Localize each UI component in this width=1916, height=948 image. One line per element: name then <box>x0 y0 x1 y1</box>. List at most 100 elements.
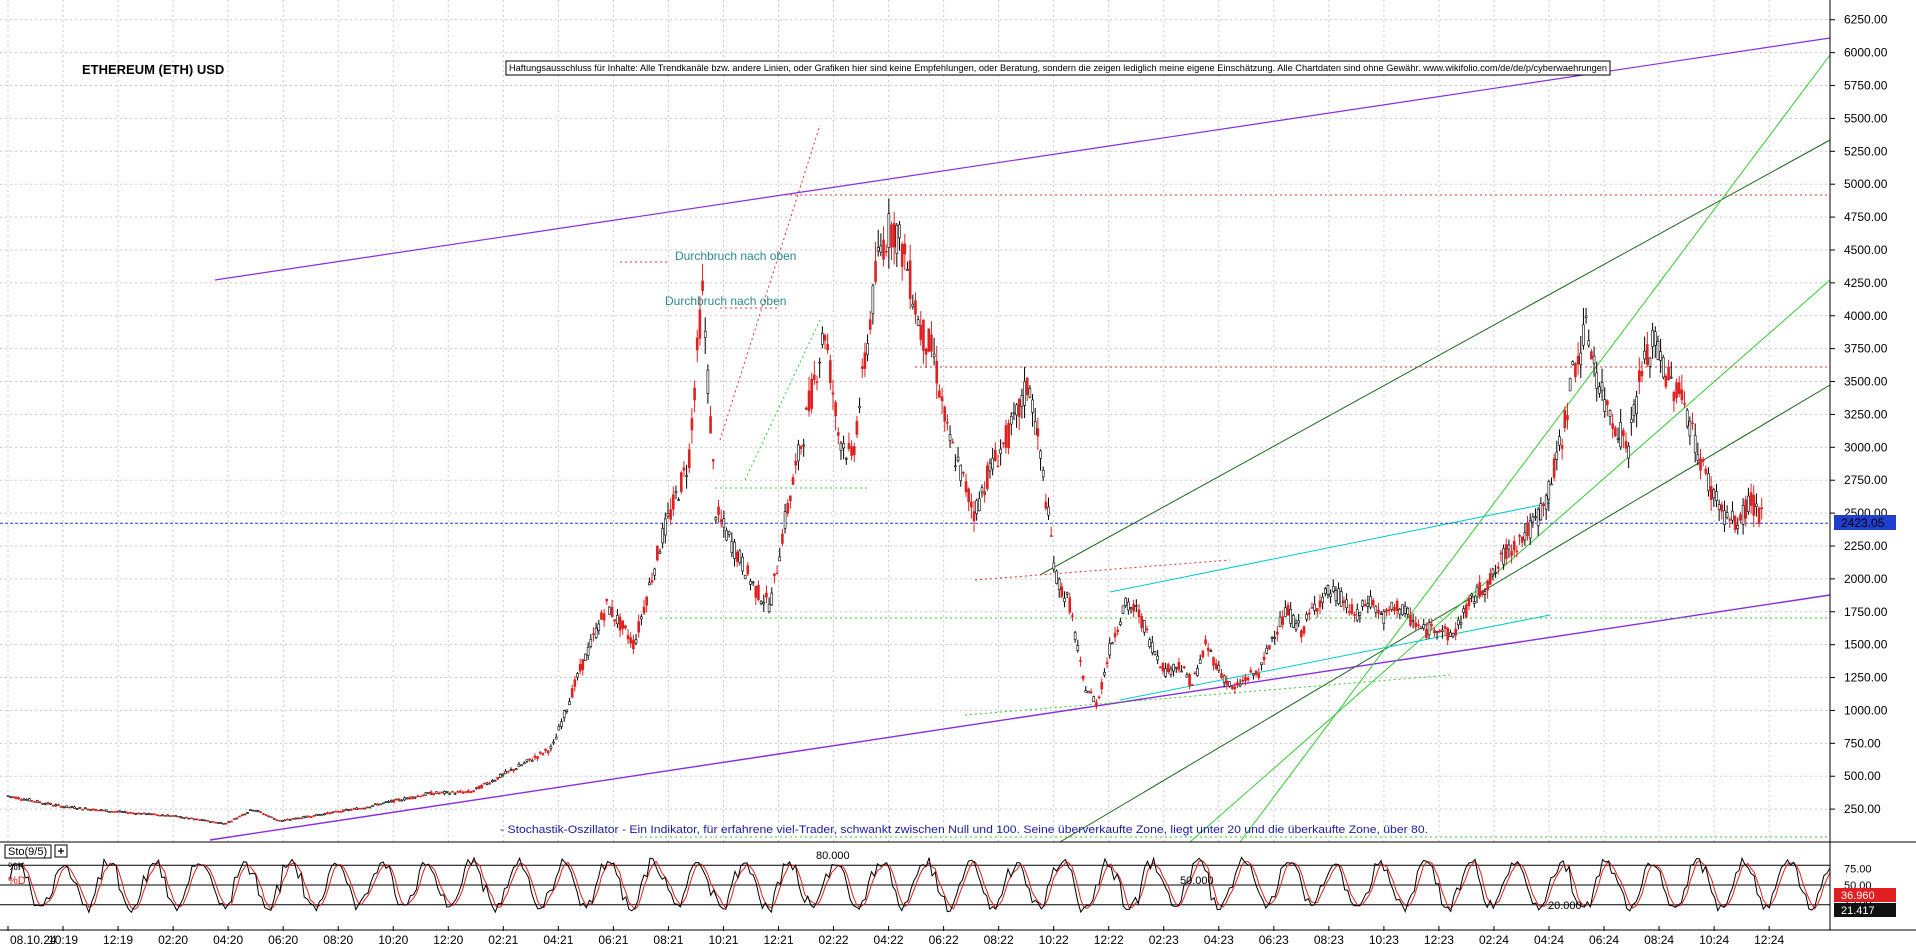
candle-body <box>544 748 547 751</box>
candle-body <box>839 442 843 451</box>
candle-body <box>1715 491 1718 501</box>
last-price-badge <box>1834 515 1896 530</box>
candle-body <box>1401 604 1404 616</box>
candle-body <box>1286 604 1290 616</box>
candle-body <box>1127 601 1130 611</box>
candle-body <box>270 816 273 818</box>
candle-body <box>1560 445 1564 449</box>
candle-body <box>1406 607 1410 615</box>
candle-body <box>1382 610 1386 624</box>
candle-body <box>504 770 507 774</box>
candle-body <box>1622 430 1625 437</box>
stoch-k-line <box>9 856 1831 914</box>
light-green-1 <box>1239 54 1831 843</box>
candle-body <box>33 801 36 803</box>
candle-body <box>743 574 747 580</box>
candle-body <box>1148 639 1151 648</box>
candle-body <box>1749 492 1753 506</box>
candle-body <box>1672 392 1676 402</box>
candle-body <box>1624 440 1628 449</box>
candle-body <box>701 280 704 292</box>
candle-body <box>946 421 949 424</box>
candle-body <box>137 812 140 815</box>
candle-body <box>1345 599 1348 609</box>
candle-body <box>645 596 648 606</box>
candle-body <box>1193 672 1197 675</box>
last-price-label: 2423.05 <box>1841 516 1885 530</box>
candle-body <box>363 807 366 810</box>
candle-body <box>81 808 84 811</box>
candle-body <box>1465 604 1468 618</box>
candle-body <box>192 818 196 821</box>
candle-body <box>1249 670 1253 673</box>
candle-body <box>586 647 590 656</box>
y-tick-label: 3000.00 <box>1844 440 1888 454</box>
candle-body <box>823 335 827 341</box>
candle-body <box>698 309 702 339</box>
candle-body <box>589 638 593 647</box>
candle-body <box>1395 600 1399 611</box>
candle-body <box>554 736 558 740</box>
candle-body <box>1582 324 1585 346</box>
candle-body <box>975 500 978 514</box>
candle-body <box>1241 679 1245 682</box>
candle-body <box>767 603 771 613</box>
candle-body <box>1502 548 1505 565</box>
candle-body <box>1233 686 1237 690</box>
candle-body <box>983 491 986 496</box>
candle-body <box>365 806 369 809</box>
candle-body <box>389 800 393 803</box>
candle-body <box>1496 566 1500 569</box>
candle-body <box>171 815 175 817</box>
x-tick-label: 04:21 <box>543 933 573 947</box>
candle-body <box>1047 506 1050 516</box>
candle-body <box>1254 670 1258 675</box>
candle-body <box>605 598 609 602</box>
candle-body <box>1656 341 1660 360</box>
candle-body <box>1060 586 1064 597</box>
candle-body <box>46 802 50 805</box>
candle-body <box>762 602 766 605</box>
candle-body <box>405 797 409 800</box>
candle-body <box>576 673 579 678</box>
candle-body <box>227 821 231 824</box>
candle-body <box>1467 598 1471 606</box>
candle-body <box>208 821 212 823</box>
candle-body <box>882 239 885 260</box>
candle-body <box>1039 450 1042 459</box>
candle-body <box>749 580 752 585</box>
candle-body <box>1712 489 1716 499</box>
candle-body <box>581 659 585 670</box>
candle-body <box>658 551 662 554</box>
candle-body <box>1433 629 1436 634</box>
candle-body <box>267 815 271 818</box>
candle-body <box>286 818 289 821</box>
candle-body <box>640 616 643 620</box>
candle-body <box>419 795 422 798</box>
candle-body <box>472 790 476 792</box>
candle-body <box>70 806 74 808</box>
candle-body <box>919 324 923 340</box>
candle-body <box>818 361 821 364</box>
candle-body <box>932 353 936 358</box>
candle-body <box>1627 445 1630 459</box>
candle-body <box>1574 363 1577 377</box>
x-tick-label: 02:21 <box>488 933 518 947</box>
candle-body <box>488 782 491 785</box>
x-tick-label: 08:21 <box>653 933 683 947</box>
candle-body <box>1209 650 1213 652</box>
candle-body <box>115 811 119 813</box>
stochastic-title: Sto(9/5) <box>8 846 47 858</box>
candle-body <box>150 813 154 816</box>
candle-body <box>1135 605 1138 607</box>
candle-body <box>855 420 859 435</box>
stoch-d-line <box>9 859 1831 911</box>
candle-body <box>1025 377 1029 395</box>
candle-body <box>1664 375 1668 387</box>
x-tick-label: 06:22 <box>929 933 959 947</box>
candle-body <box>951 441 955 444</box>
candle-body <box>310 816 313 818</box>
candle-body <box>179 816 183 819</box>
candle-body <box>1723 510 1726 526</box>
